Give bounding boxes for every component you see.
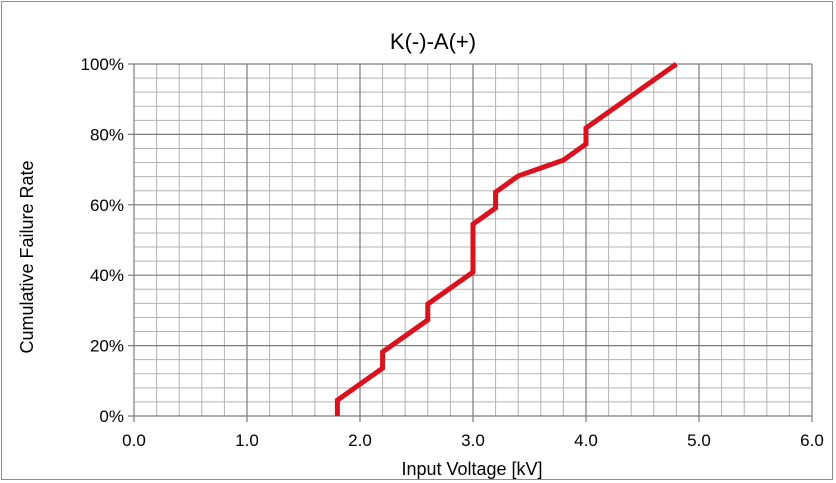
x-axis-ticks: 0.0 1.0 2.0 3.0 4.0 5.0 6.0 xyxy=(122,431,824,450)
x-tick-label: 0.0 xyxy=(122,431,146,450)
series-line xyxy=(334,61,678,416)
y-axis-ticks: 0% 20% 40% 60% 80% 100% xyxy=(81,55,124,426)
chart-title: K(-)-A(+) xyxy=(390,29,476,54)
y-tick-label: 20% xyxy=(90,337,124,356)
y-tick-label: 80% xyxy=(90,125,124,144)
y-tick-label: 40% xyxy=(90,266,124,285)
x-tick-label: 3.0 xyxy=(461,431,485,450)
y-tick-label: 0% xyxy=(99,407,124,426)
y-tick-label: 60% xyxy=(90,196,124,215)
x-tick-label: 4.0 xyxy=(574,431,598,450)
x-tick-label: 1.0 xyxy=(235,431,259,450)
x-tick-label: 2.0 xyxy=(348,431,372,450)
x-tick-label: 6.0 xyxy=(800,431,824,450)
series-layer xyxy=(334,61,678,416)
major-gridlines xyxy=(128,63,813,422)
x-tick-label: 5.0 xyxy=(687,431,711,450)
x-axis-title: Input Voltage [kV] xyxy=(401,459,542,479)
plot-area xyxy=(133,63,813,417)
y-tick-label: 100% xyxy=(81,55,124,74)
y-axis-title: Cumulative Failure Rate xyxy=(17,160,37,353)
